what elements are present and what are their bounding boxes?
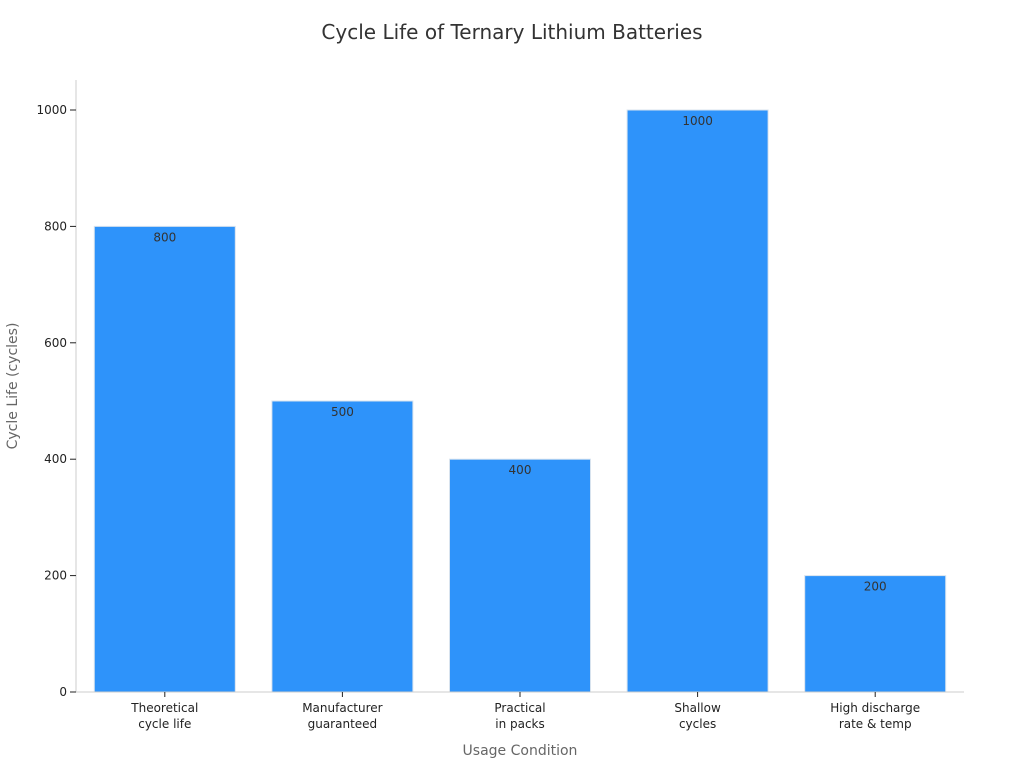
x-tick-label: Manufacturer guaranteed bbox=[302, 701, 382, 731]
x-tick-label: Practical in packs bbox=[494, 701, 545, 731]
x-ticks: Theoretical cycle life Manufacturer guarant… bbox=[130, 692, 920, 731]
x-tick-label: Shallow cycles bbox=[674, 701, 721, 731]
y-ticks: 0 200 400 600 800 1000 bbox=[36, 103, 76, 699]
bar bbox=[271, 400, 414, 693]
bars-layer bbox=[93, 109, 947, 693]
y-tick-label: 1000 bbox=[36, 103, 67, 117]
y-tick-label: 800 bbox=[44, 219, 67, 233]
bar-value-label: 800 bbox=[153, 230, 176, 244]
bar bbox=[93, 225, 236, 693]
y-tick-label: 0 bbox=[59, 685, 67, 699]
y-tick-label: 400 bbox=[44, 452, 67, 466]
bar-value-label: 400 bbox=[509, 463, 532, 477]
bar bbox=[449, 458, 591, 693]
x-axis-title: Usage Condition bbox=[463, 743, 578, 759]
bar-value-label: 500 bbox=[331, 405, 354, 419]
y-tick-label: 600 bbox=[44, 336, 67, 350]
bar bbox=[626, 109, 769, 693]
y-tick-label: 200 bbox=[44, 569, 67, 583]
y-axis-title: Cycle Life (cycles) bbox=[5, 323, 21, 450]
data-labels-layer: 800 500 400 1000 200 bbox=[153, 114, 886, 594]
bar-value-label: 200 bbox=[864, 580, 887, 594]
x-tick-label: High discharge rate & temp bbox=[830, 701, 920, 731]
x-tick-label: Theoretical cycle life bbox=[130, 701, 198, 731]
chart-title: Cycle Life of Ternary Lithium Batteries bbox=[321, 20, 703, 44]
bar bbox=[804, 575, 947, 693]
bar-value-label: 1000 bbox=[682, 114, 713, 128]
